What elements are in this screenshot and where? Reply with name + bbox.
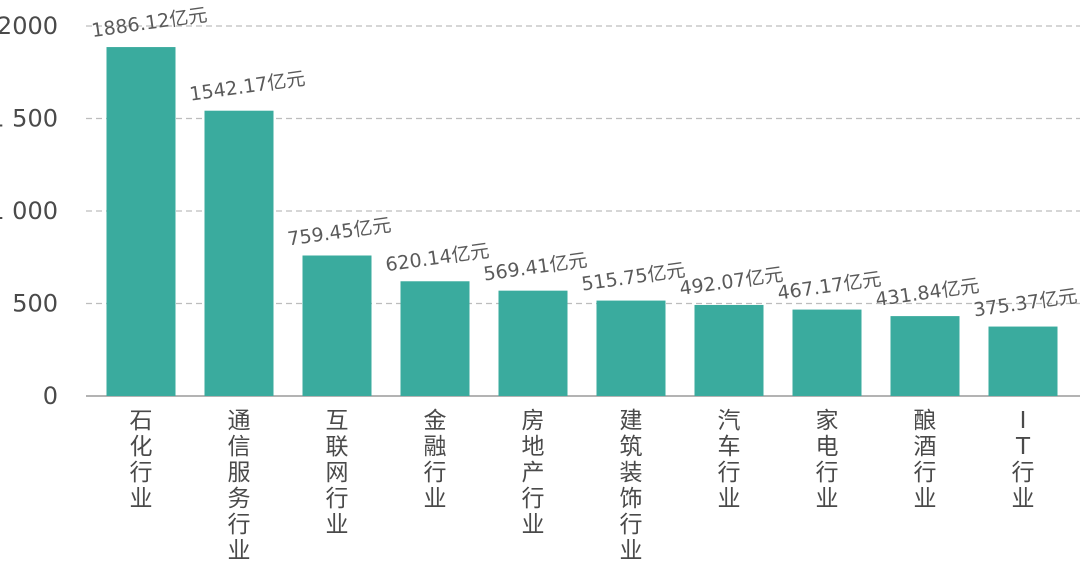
category-label: 通信服务行业 bbox=[228, 408, 251, 564]
category-label: 建筑装饰行业 bbox=[620, 408, 643, 564]
data-label: 375.37亿元 bbox=[972, 285, 1079, 321]
category-label: 房地产行业 bbox=[522, 408, 545, 538]
data-label: 1886.12亿元 bbox=[90, 4, 209, 42]
category-label: 石化行业 bbox=[130, 408, 153, 512]
bars bbox=[106, 47, 1058, 396]
data-label: 492.07亿元 bbox=[678, 264, 785, 300]
y-axis: 0 500 1 000 1 500 2000 bbox=[0, 12, 58, 410]
y-tick-label: 2000 bbox=[0, 12, 58, 40]
data-label: 467.17亿元 bbox=[776, 268, 883, 304]
data-label: 431.84亿元 bbox=[874, 275, 981, 311]
category-label: 家电行业 bbox=[816, 408, 839, 512]
data-label: 759.45亿元 bbox=[286, 214, 393, 250]
data-label: 620.14亿元 bbox=[384, 240, 491, 276]
y-tick-label: 1 500 bbox=[0, 105, 58, 133]
data-label: 569.41亿元 bbox=[482, 249, 589, 285]
data-label: 515.75亿元 bbox=[580, 259, 687, 295]
y-tick-label: 0 bbox=[43, 382, 58, 410]
category-label: 互联网行业 bbox=[326, 408, 349, 538]
bar bbox=[204, 110, 274, 396]
y-tick-label: 1 000 bbox=[0, 197, 58, 225]
bar bbox=[792, 309, 862, 396]
bar bbox=[106, 47, 176, 396]
bar bbox=[400, 281, 470, 396]
bar bbox=[988, 326, 1058, 396]
bar bbox=[302, 255, 372, 396]
category-label: 酿酒行业 bbox=[914, 408, 937, 512]
bar bbox=[890, 316, 960, 396]
category-label: 汽车行业 bbox=[718, 408, 741, 512]
x-axis: 石化行业 通信服务行业 互联网行业 金融行业 房地产行业 建筑装饰行业 汽车行业 家电行业 酿酒… bbox=[130, 408, 1035, 564]
category-label: 金融行业 bbox=[424, 408, 447, 512]
category-label: I T 行业 bbox=[1012, 408, 1035, 512]
y-tick-label: 500 bbox=[12, 290, 58, 318]
bar bbox=[498, 290, 568, 396]
bar bbox=[694, 304, 764, 396]
bar bbox=[596, 300, 666, 396]
data-label: 1542.17亿元 bbox=[188, 68, 307, 106]
